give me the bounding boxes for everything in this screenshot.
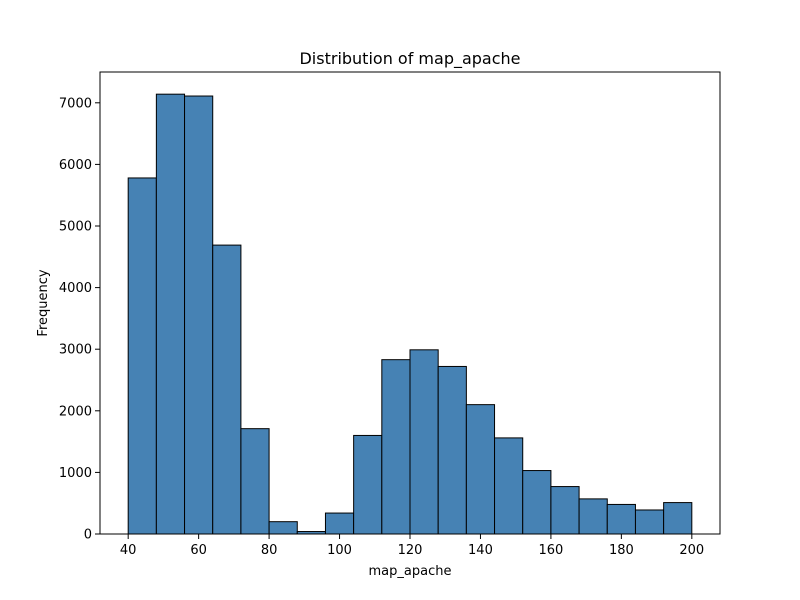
x-tick-label: 200 [679,543,704,558]
histogram-bar [155,93,186,535]
y-axis-ticks: 0 1000 2000 3000 4000 5000 6000 7000 [59,96,100,543]
chart-title: Distribution of map_apache [299,49,520,69]
y-tick-label: 1000 [59,466,92,481]
x-tick-label: 40 [120,543,137,558]
histogram-bar [240,428,270,535]
histogram-bar [212,244,242,535]
x-tick-label: 120 [398,543,423,558]
histogram-bar [663,502,693,535]
y-tick-label: 6000 [59,158,92,173]
histogram-bar [127,177,157,535]
histogram-bar [578,498,608,535]
x-axis-label: map_apache [369,564,452,579]
y-tick-label: 5000 [59,220,92,235]
histogram-bar [634,509,665,535]
histogram-bar [381,359,411,535]
y-axis-label: Frequency [36,269,51,336]
histogram-bar [353,434,383,535]
histogram-bar [184,95,214,535]
y-tick-label: 4000 [59,281,92,296]
histogram-bar [437,365,467,535]
histogram-bar [409,349,439,535]
y-tick-label: 2000 [59,404,92,419]
x-tick-label: 100 [327,543,352,558]
histogram-bar [550,486,580,535]
histogram-bar [494,437,524,535]
x-tick-label: 80 [261,543,278,558]
bars-group [127,93,693,535]
histogram-bar [522,470,552,535]
histogram-bar [465,404,496,535]
histogram-bar [324,512,355,535]
y-tick-label: 3000 [59,343,92,358]
histogram-bar [606,503,636,535]
x-axis-ticks: 40 60 80 100 120 140 160 180 200 [120,534,704,558]
y-tick-label: 7000 [59,96,92,111]
x-tick-label: 180 [609,543,634,558]
x-tick-label: 60 [190,543,207,558]
x-tick-label: 160 [538,543,563,558]
x-tick-label: 140 [468,543,493,558]
y-tick-label: 0 [84,528,92,543]
histogram-bar [268,521,298,535]
